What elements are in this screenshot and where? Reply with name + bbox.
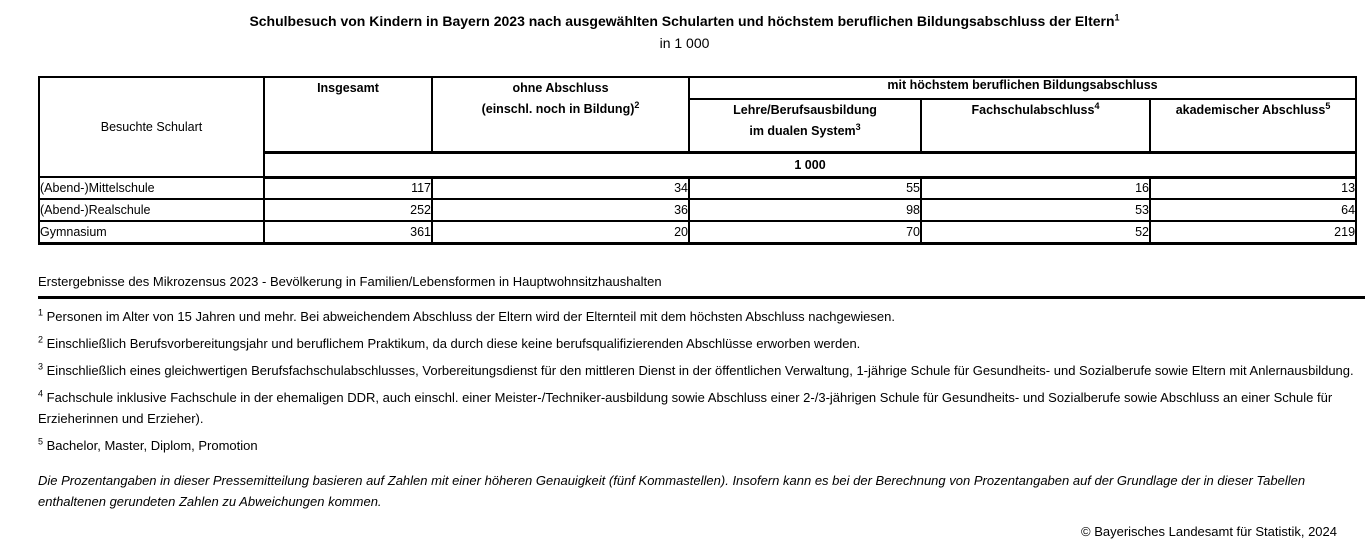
cell-insgesamt: 361 <box>263 220 433 245</box>
header-akademischer-abschluss-text: akademischer Abschluss <box>1175 103 1326 117</box>
rounding-disclaimer: Die Prozentangaben in dieser Pressemitte… <box>38 473 1306 509</box>
header-ohne-abschluss-line1: ohne Abschluss <box>512 81 609 95</box>
copyright-notice: © Bayerisches Landesamt für Statistik, 2… <box>1081 524 1337 539</box>
statistics-table: Besuchte Schulart Insgesamt ohne Abschlu… <box>38 76 1358 245</box>
header-fachschulabschluss: Fachschulabschluss4 <box>920 98 1151 153</box>
footnote-4: 4 Fachschule inklusive Fachschule in der… <box>38 387 1365 429</box>
table-row: (Abend-)Realschule 252 36 98 53 64 <box>38 198 1358 222</box>
row-label: (Abend-)Mittelschule <box>38 176 265 200</box>
cell-insgesamt: 117 <box>263 176 433 200</box>
header-lehre-line1: Lehre/Berufsausbildung <box>733 103 877 117</box>
footnote-5-marker: 5 <box>38 436 44 447</box>
footer-section: Erstergebnisse des Mikrozensus 2023 - Be… <box>38 271 1365 512</box>
header-fachschulabschluss-text: Fachschulabschluss <box>971 103 1095 117</box>
footnote-2-marker: 2 <box>38 334 44 345</box>
header-group-bildungsabschluss: mit höchstem beruflichen Bildungsabschlu… <box>687 76 1358 100</box>
row-label: Gymnasium <box>38 220 265 245</box>
header-lehre-berufsausbildung: Lehre/Berufsausbildung im dualen System3 <box>688 98 922 153</box>
page-subtitle: in 1 000 <box>659 35 710 51</box>
footnote-3-text: Einschließlich eines gleichwertigen Beru… <box>46 363 1354 378</box>
footnote-ref-3: 3 <box>855 122 861 133</box>
header-besuchte-schulart: Besuchte Schulart <box>38 76 265 178</box>
footnote-ref-4: 4 <box>1094 100 1100 111</box>
footnote-3-marker: 3 <box>38 361 44 372</box>
title-text: Schulbesuch von Kindern in Bayern 2023 n… <box>249 13 1115 29</box>
cell-ohne-abschluss: 36 <box>431 198 690 222</box>
cell-akademisch: 13 <box>1148 176 1358 200</box>
cell-lehre: 98 <box>688 198 922 222</box>
cell-lehre: 70 <box>688 220 922 245</box>
header-akademischer-abschluss: akademischer Abschluss5 <box>1148 98 1358 153</box>
footnote-3: 3 Einschließlich eines gleichwertigen Be… <box>38 360 1365 381</box>
header-ohne-abschluss-line2: (einschl. noch in Bildung) <box>481 102 635 117</box>
page-title: Schulbesuch von Kindern in Bayern 2023 n… <box>0 13 1369 29</box>
cell-akademisch: 219 <box>1148 220 1358 245</box>
footnote-1-marker: 1 <box>38 307 44 318</box>
header-ohne-abschluss: ohne Abschluss (einschl. noch in Bildung)… <box>431 76 690 153</box>
cell-fachschule: 53 <box>920 198 1151 222</box>
source-line: Erstergebnisse des Mikrozensus 2023 - Be… <box>38 274 662 289</box>
footnote-divider <box>38 296 1365 299</box>
cell-lehre: 55 <box>688 176 922 200</box>
footnote-2-text: Einschließlich Berufsvorbereitungsjahr u… <box>46 336 861 351</box>
footnote-5: 5 Bachelor, Master, Diplom, Promotion <box>38 435 1365 456</box>
footnote-2: 2 Einschließlich Berufsvorbereitungsjahr… <box>38 333 1365 354</box>
footnote-ref-5: 5 <box>1325 100 1331 111</box>
footnote-1-text: Personen im Alter von 15 Jahren und mehr… <box>46 309 895 324</box>
footnote-4-marker: 4 <box>38 388 44 399</box>
footnote-4-text: Fachschule inklusive Fachschule in der e… <box>38 390 1333 426</box>
table-row: Gymnasium 361 20 70 52 219 <box>38 220 1358 245</box>
cell-akademisch: 64 <box>1148 198 1358 222</box>
cell-ohne-abschluss: 20 <box>431 220 690 245</box>
cell-fachschule: 52 <box>920 220 1151 245</box>
cell-insgesamt: 252 <box>263 198 433 222</box>
footnote-ref-2: 2 <box>634 100 640 111</box>
row-label: (Abend-)Realschule <box>38 198 265 222</box>
header-lehre-line2: im dualen System <box>749 124 856 139</box>
cell-fachschule: 16 <box>920 176 1151 200</box>
title-footnote-ref: 1 <box>1114 12 1120 23</box>
cell-ohne-abschluss: 34 <box>431 176 690 200</box>
table-row: (Abend-)Mittelschule 117 34 55 16 13 <box>38 176 1358 200</box>
unit-row: 1 000 <box>262 150 1358 179</box>
footnote-5-text: Bachelor, Master, Diplom, Promotion <box>46 438 258 453</box>
header-insgesamt: Insgesamt <box>263 76 433 153</box>
footnote-1: 1 Personen im Alter von 15 Jahren und me… <box>38 306 1365 327</box>
